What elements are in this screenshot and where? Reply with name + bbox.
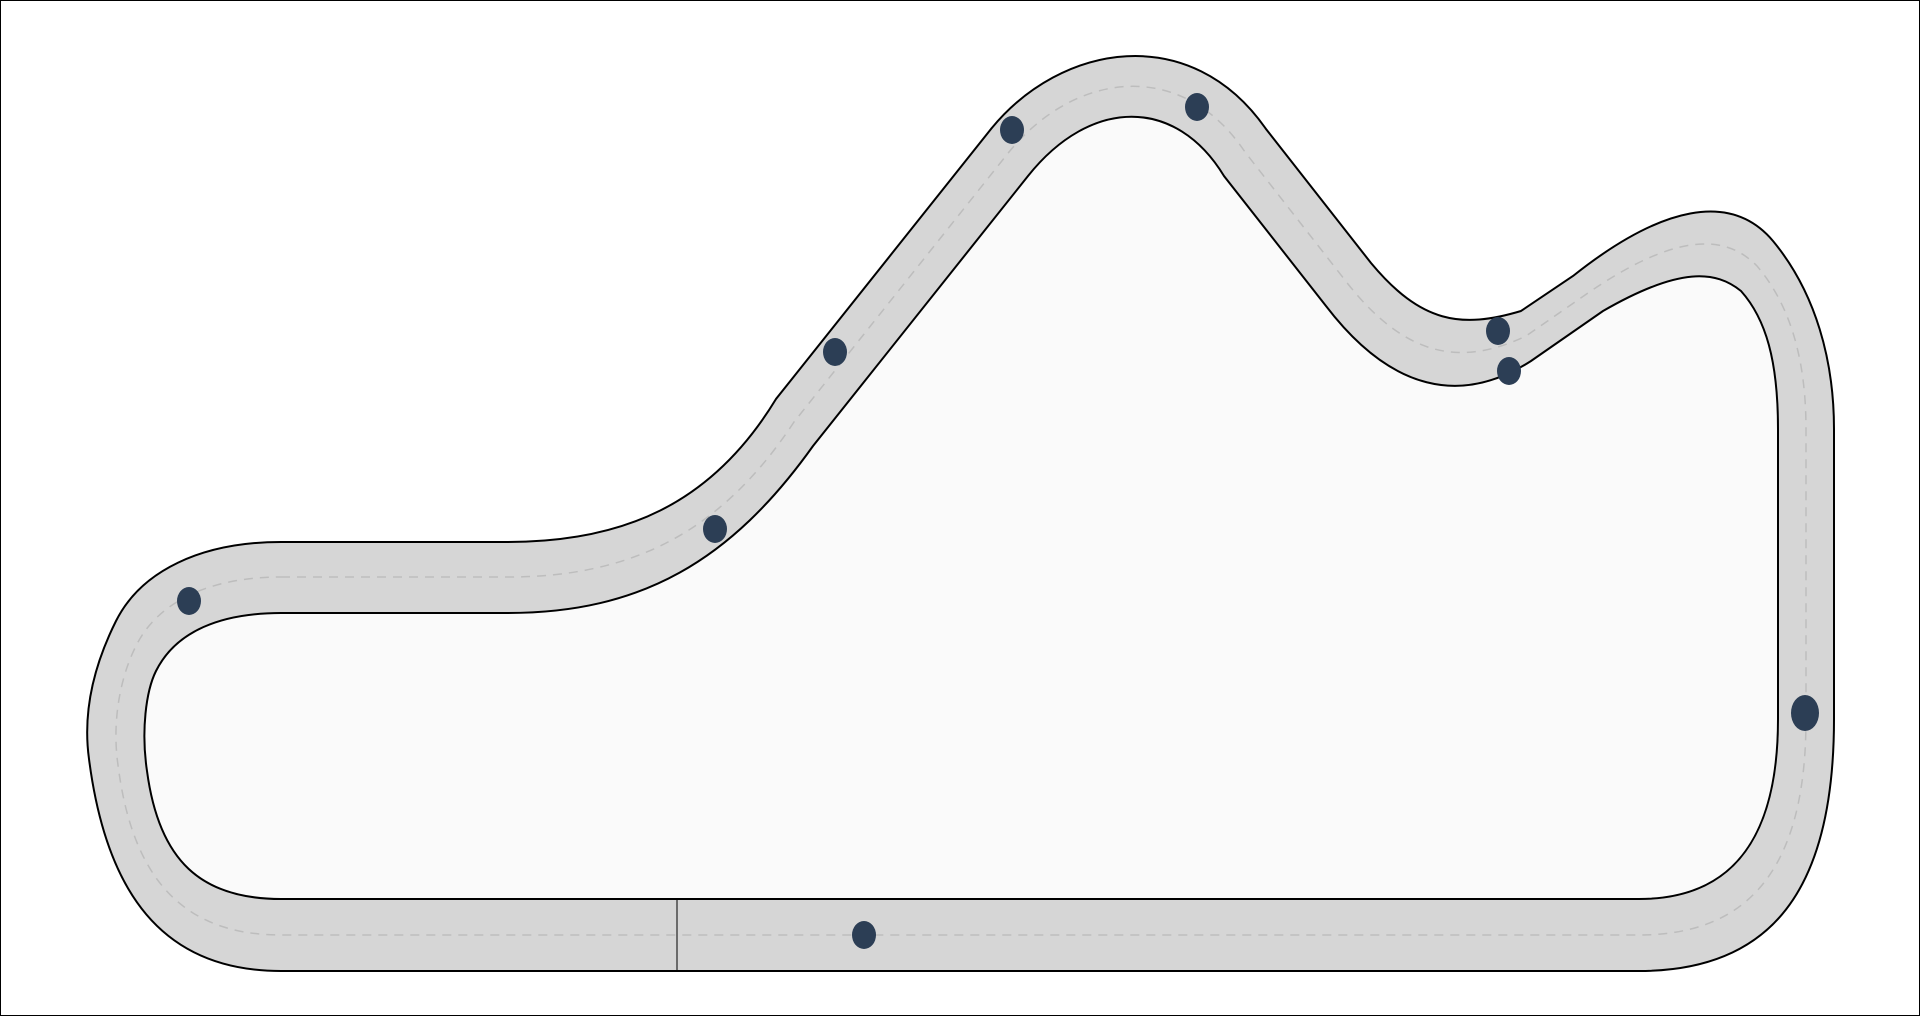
race-car-car-1[interactable] bbox=[852, 921, 876, 949]
race-car-car-3[interactable] bbox=[1486, 317, 1510, 345]
race-car-car-9[interactable] bbox=[177, 587, 201, 615]
race-car-car-4[interactable] bbox=[1497, 357, 1521, 385]
track-center-line bbox=[115, 85, 1807, 936]
race-car-car-7[interactable] bbox=[823, 338, 847, 366]
race-car-car-2[interactable] bbox=[1791, 695, 1819, 731]
cars-layer bbox=[177, 93, 1819, 949]
race-car-car-8[interactable] bbox=[703, 515, 727, 543]
race-car-car-6[interactable] bbox=[1000, 116, 1024, 144]
track-infield bbox=[143, 115, 1779, 900]
race-car-car-5[interactable] bbox=[1185, 93, 1209, 121]
